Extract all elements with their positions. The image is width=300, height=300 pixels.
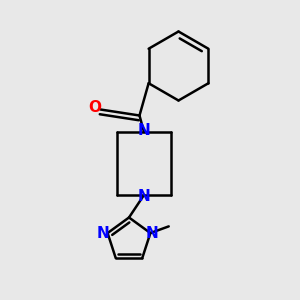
Text: N: N — [138, 123, 150, 138]
Text: O: O — [88, 100, 102, 116]
Text: N: N — [97, 226, 110, 241]
Text: N: N — [146, 226, 158, 241]
Text: N: N — [138, 189, 150, 204]
